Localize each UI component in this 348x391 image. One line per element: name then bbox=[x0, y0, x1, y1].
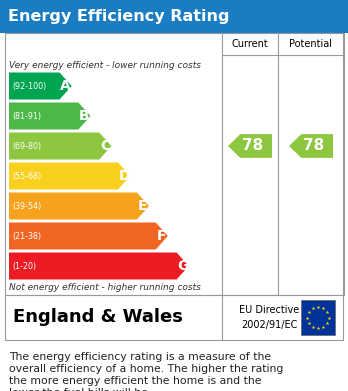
Text: F: F bbox=[157, 229, 166, 243]
Text: Energy Efficiency Rating: Energy Efficiency Rating bbox=[8, 9, 229, 24]
Text: 78: 78 bbox=[242, 138, 264, 154]
Text: Potential: Potential bbox=[290, 39, 332, 49]
Polygon shape bbox=[9, 222, 168, 249]
Text: overall efficiency of a home. The higher the rating: overall efficiency of a home. The higher… bbox=[9, 364, 283, 374]
Text: (1-20): (1-20) bbox=[12, 262, 36, 271]
Text: 2002/91/EC: 2002/91/EC bbox=[241, 320, 297, 330]
Text: England & Wales: England & Wales bbox=[13, 308, 183, 326]
Text: the more energy efficient the home is and the: the more energy efficient the home is an… bbox=[9, 376, 261, 386]
Text: Not energy efficient - higher running costs: Not energy efficient - higher running co… bbox=[9, 283, 201, 292]
Bar bbox=[5, 33, 343, 295]
Text: B: B bbox=[79, 109, 90, 123]
Polygon shape bbox=[228, 134, 272, 158]
Bar bbox=[5, 295, 343, 340]
Bar bbox=[0, 0, 348, 33]
Text: A: A bbox=[60, 79, 71, 93]
Bar bbox=[301, 300, 335, 335]
Polygon shape bbox=[289, 134, 333, 158]
Polygon shape bbox=[9, 163, 130, 190]
Text: Very energy efficient - lower running costs: Very energy efficient - lower running co… bbox=[9, 61, 201, 70]
Text: (81-91): (81-91) bbox=[12, 111, 41, 120]
Polygon shape bbox=[9, 102, 90, 129]
Text: (39-54): (39-54) bbox=[12, 201, 41, 210]
Text: (21-38): (21-38) bbox=[12, 231, 41, 240]
Polygon shape bbox=[9, 133, 111, 160]
Text: EU Directive: EU Directive bbox=[239, 305, 299, 315]
Polygon shape bbox=[9, 253, 189, 280]
Text: (55-68): (55-68) bbox=[12, 172, 41, 181]
Text: 78: 78 bbox=[303, 138, 325, 154]
Text: The energy efficiency rating is a measure of the: The energy efficiency rating is a measur… bbox=[9, 352, 271, 362]
Polygon shape bbox=[9, 192, 149, 219]
Polygon shape bbox=[9, 72, 72, 99]
Text: D: D bbox=[118, 169, 130, 183]
Text: E: E bbox=[138, 199, 148, 213]
Text: (92-100): (92-100) bbox=[12, 81, 46, 90]
Text: (69-80): (69-80) bbox=[12, 142, 41, 151]
Text: Current: Current bbox=[232, 39, 268, 49]
Text: G: G bbox=[177, 259, 188, 273]
Text: C: C bbox=[100, 139, 110, 153]
Text: lower the fuel bills will be.: lower the fuel bills will be. bbox=[9, 388, 151, 391]
